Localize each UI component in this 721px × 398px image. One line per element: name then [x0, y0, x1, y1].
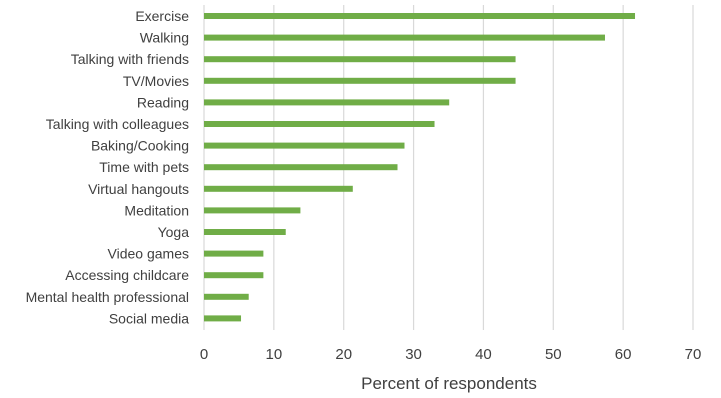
bar: [204, 142, 405, 149]
bar: [204, 34, 605, 41]
bar: [204, 56, 516, 63]
x-tick-label: 50: [545, 346, 562, 363]
bar: [204, 121, 435, 127]
x-axis-title: Percent of respondents: [361, 374, 537, 393]
x-tick-label: 0: [200, 346, 208, 363]
category-label: Video games: [108, 246, 189, 262]
x-tick-label: 40: [475, 346, 492, 363]
category-label: Accessing childcare: [65, 267, 189, 283]
x-tick-label: 30: [405, 346, 422, 363]
category-label: Virtual hangouts: [88, 181, 189, 197]
category-label: Mental health professional: [26, 289, 189, 305]
bar: [204, 315, 242, 322]
x-tick-labels: 0 10 20 30 40 50 60 70: [200, 346, 702, 363]
category-label: Talking with colleagues: [46, 116, 189, 132]
category-label: TV/Movies: [123, 73, 189, 89]
bar: [204, 250, 264, 257]
category-label: Exercise: [135, 8, 189, 24]
category-label: Talking with friends: [71, 51, 189, 67]
category-label: Baking/Cooking: [91, 138, 189, 154]
category-label: Meditation: [124, 202, 189, 218]
bar: [204, 99, 450, 106]
category-label: Yoga: [158, 224, 190, 240]
bar: [204, 272, 264, 279]
bars: [204, 13, 636, 322]
category-labels: Exercise Walking Talking with friends TV/Mo…: [26, 8, 190, 326]
bar: [204, 185, 353, 192]
x-tick-label: 10: [266, 346, 283, 363]
category-label: Walking: [140, 30, 189, 46]
bar: [204, 13, 636, 19]
bar: [204, 293, 249, 300]
bar: [204, 229, 286, 235]
x-tick-label: 20: [335, 346, 352, 363]
x-tick-label: 70: [685, 346, 702, 363]
bar: [204, 164, 398, 171]
category-label: Reading: [137, 94, 189, 110]
bar: [204, 207, 301, 214]
category-label: Time with pets: [99, 159, 189, 175]
x-tick-label: 60: [615, 346, 632, 363]
category-label: Social media: [109, 310, 189, 326]
bar: [204, 77, 516, 84]
